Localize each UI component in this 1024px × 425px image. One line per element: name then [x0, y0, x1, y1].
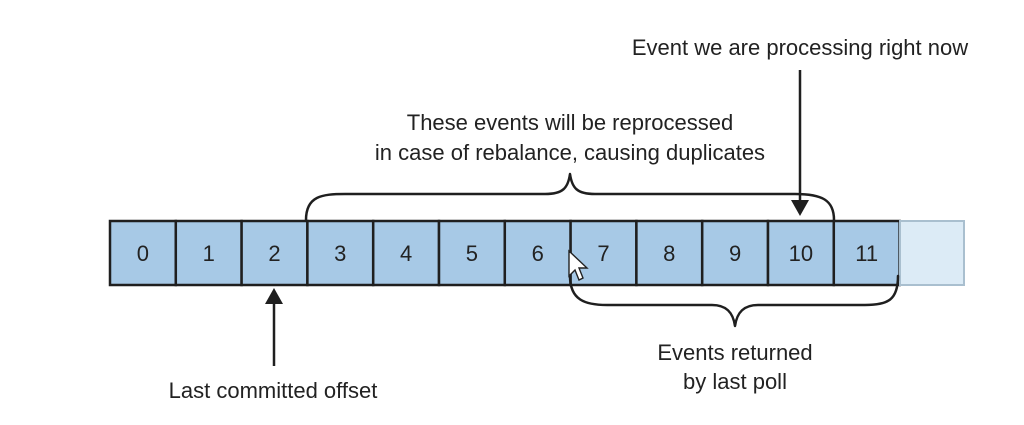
last-poll-label-line1: Events returned [657, 340, 812, 365]
offset-label-5: 5 [466, 241, 478, 266]
last-committed-label: Last committed offset [169, 378, 378, 403]
offset-label-9: 9 [729, 241, 741, 266]
offset-cell-8 [635, 219, 704, 287]
offset-cell-2 [240, 219, 309, 287]
offset-cell-9 [700, 219, 770, 287]
offset-label-3: 3 [334, 241, 346, 266]
last-poll-brace [568, 274, 900, 328]
partition-log: 0 1 2 3 4 5 6 7 8 9 10 11 [108, 219, 901, 287]
current-event-label: Event we are processing right now [632, 35, 968, 60]
offset-label-11: 11 [855, 241, 878, 266]
offset-cell-4 [371, 219, 441, 287]
reprocessed-label-line2: in case of rebalance, causing duplicates [375, 140, 765, 165]
offset-label-1: 1 [203, 241, 215, 266]
offset-cell-6 [503, 219, 572, 287]
offset-label-10: 10 [789, 241, 813, 266]
reprocessed-brace [304, 172, 836, 222]
offset-label-7: 7 [597, 241, 609, 266]
empty-log-slot [899, 220, 965, 286]
last-committed-arrow-head [265, 288, 283, 304]
offset-label-2: 2 [268, 241, 280, 266]
mouse-pointer-icon [568, 249, 589, 281]
offset-label-6: 6 [532, 241, 544, 266]
current-event-arrow-head [791, 200, 809, 216]
offset-label-8: 8 [663, 241, 675, 266]
offset-label-4: 4 [400, 241, 412, 266]
reprocessed-label-line1: These events will be reprocessed [407, 110, 734, 135]
offset-cell-5 [437, 219, 507, 287]
last-poll-label-line2: by last poll [683, 369, 787, 394]
offset-cell-11 [832, 219, 901, 287]
offset-cell-1 [174, 219, 243, 287]
offset-cell-0 [108, 219, 178, 287]
offset-label-0: 0 [137, 241, 149, 266]
